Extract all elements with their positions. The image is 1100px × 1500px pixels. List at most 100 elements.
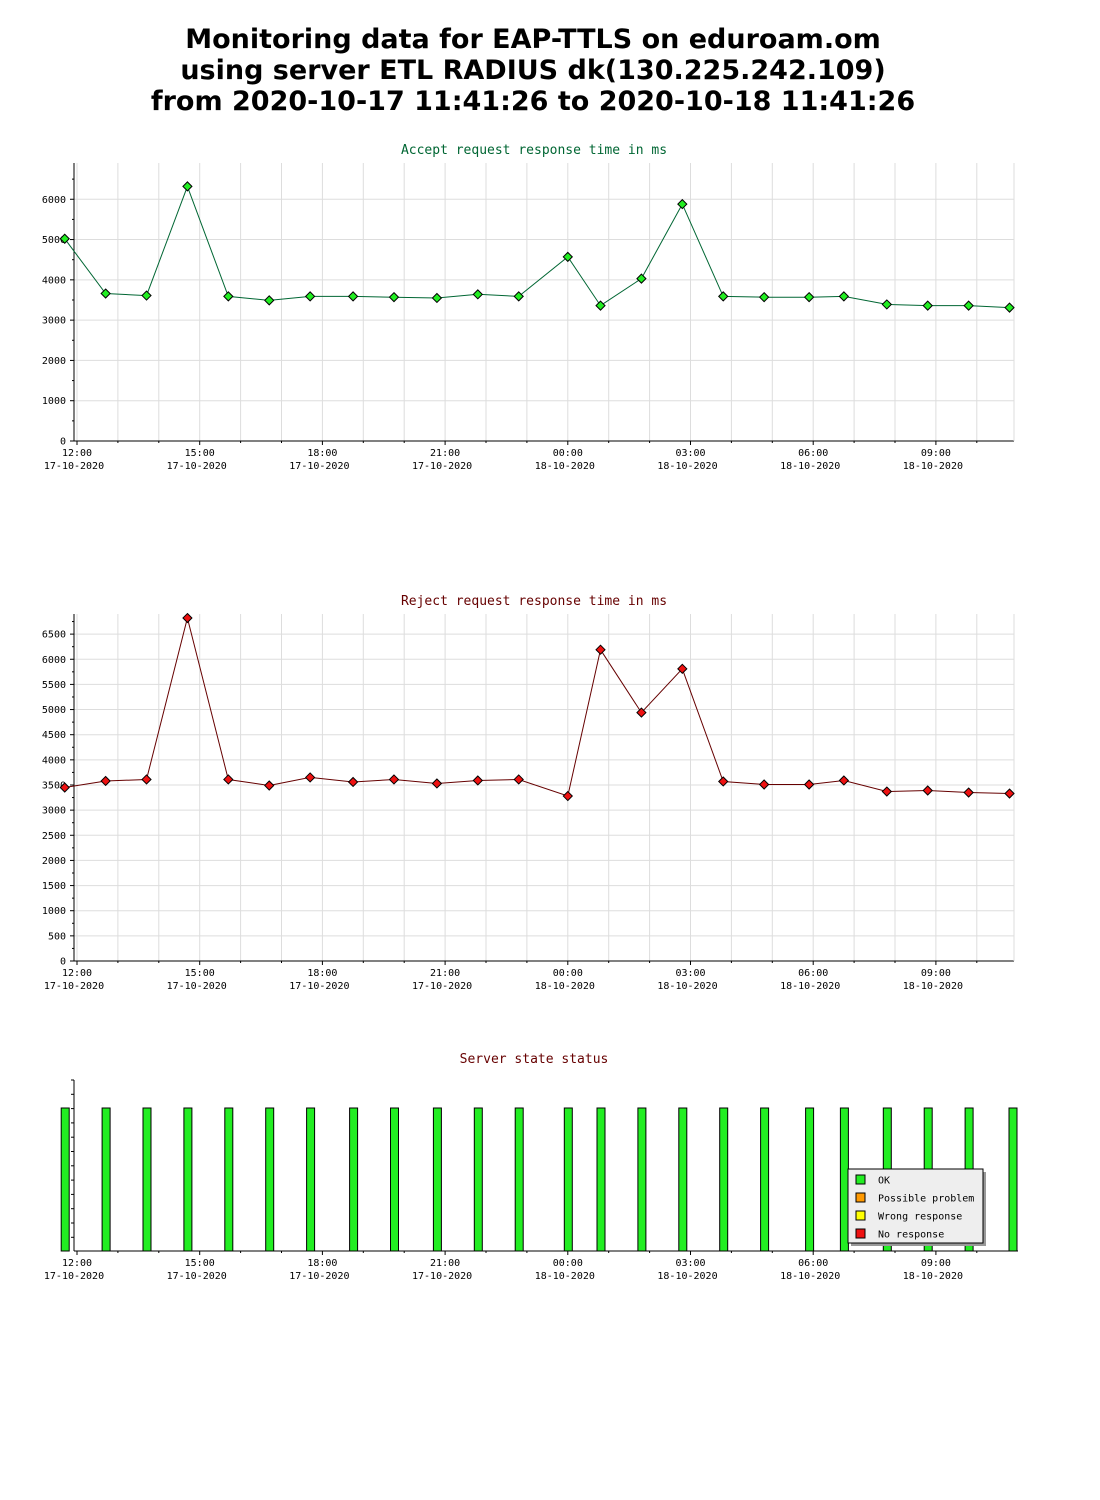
status-bar [805, 1107, 815, 1252]
data-point [758, 779, 770, 790]
y-tick-label: 1000 [42, 396, 66, 407]
legend-box [847, 1168, 984, 1244]
x-tick-date-label: 17-10-2020 [44, 981, 104, 992]
x-tick-date-label: 17-10-2020 [167, 461, 227, 472]
status-bar [596, 1107, 606, 1252]
x-tick-time-label: 15:00 [185, 448, 215, 459]
x-tick-date-label: 17-10-2020 [289, 1271, 349, 1282]
status-bar [760, 1107, 770, 1252]
x-tick-time-label: 18:00 [307, 1258, 337, 1269]
data-point [223, 291, 234, 302]
data-point [718, 776, 729, 787]
legend-swatch [855, 1210, 866, 1221]
y-tick-label: 2000 [42, 356, 66, 367]
x-tick-date-label: 17-10-2020 [412, 1271, 472, 1282]
x-tick-time-label: 06:00 [798, 1258, 828, 1269]
x-tick-date-label: 18-10-2020 [535, 981, 595, 992]
chart-status: Server state status 12:00 17-10-2020 15:00 1… [44, 1052, 1018, 1282]
chart-title: Accept request response time in ms [401, 143, 667, 158]
data-point [182, 612, 193, 624]
series-line [64, 184, 1010, 309]
y-tick-label: 0 [60, 957, 66, 968]
x-tick-time-label: 15:00 [185, 968, 215, 979]
status-bar [473, 1107, 483, 1252]
data-point [922, 300, 933, 311]
data-point [472, 775, 484, 786]
x-tick-time-label: 21:00 [430, 968, 460, 979]
legend-swatch [855, 1174, 866, 1185]
data-point [304, 291, 316, 302]
y-tick-label: 3500 [42, 780, 66, 791]
data-point [562, 790, 574, 802]
data-point [838, 775, 850, 786]
data-point [677, 663, 688, 675]
data-point [472, 289, 484, 300]
y-tick-label: 4000 [42, 755, 66, 766]
data-point [1004, 788, 1015, 799]
x-tick-date-label: 18-10-2020 [657, 461, 717, 472]
chart-reject: Reject request response time in ms 0 500 10… [42, 594, 1015, 992]
data-point [347, 776, 359, 788]
data-point [758, 291, 770, 303]
data-point [304, 772, 316, 783]
x-tick-date-label: 17-10-2020 [167, 1271, 227, 1282]
status-bar [60, 1107, 70, 1252]
x-tick-date-label: 17-10-2020 [167, 981, 227, 992]
data-point [803, 291, 815, 303]
data-point [264, 295, 275, 306]
data-point [431, 778, 443, 789]
x-tick-date-label: 18-10-2020 [657, 981, 717, 992]
x-tick-time-label: 21:00 [430, 1258, 460, 1269]
x-tick-date-label: 18-10-2020 [535, 461, 595, 472]
x-tick-date-label: 17-10-2020 [44, 461, 104, 472]
x-tick-date-label: 18-10-2020 [535, 1271, 595, 1282]
legend-swatch [855, 1228, 866, 1239]
x-tick-time-label: 15:00 [185, 1258, 215, 1269]
title-line-1: Monitoring data for EAP-TTLS on eduroam.… [185, 24, 881, 55]
data-point [922, 785, 933, 796]
x-tick-time-label: 18:00 [307, 968, 337, 979]
data-point [431, 292, 443, 304]
title-line-3: from 2020-10-17 11:41:26 to 2020-10-18 1… [150, 86, 916, 117]
status-bar [265, 1107, 275, 1252]
status-bar [390, 1107, 399, 1252]
data-point [963, 300, 974, 311]
x-tick-time-label: 12:00 [62, 968, 92, 979]
data-point [513, 774, 524, 785]
x-tick-date-label: 18-10-2020 [780, 461, 840, 472]
data-point [388, 291, 400, 303]
x-tick-date-label: 18-10-2020 [903, 461, 963, 472]
y-tick-label: 6000 [42, 195, 66, 206]
x-tick-date-label: 18-10-2020 [780, 1271, 840, 1282]
y-tick-label: 1500 [42, 881, 66, 892]
status-bar [142, 1107, 152, 1252]
data-point [223, 774, 234, 785]
x-tick-time-label: 09:00 [921, 968, 951, 979]
data-point [636, 707, 647, 718]
y-tick-label: 1000 [42, 906, 66, 917]
x-tick-time-label: 06:00 [798, 968, 828, 979]
legend-label: OK [878, 1176, 890, 1187]
status-bar [678, 1107, 688, 1252]
x-tick-time-label: 09:00 [921, 448, 951, 459]
data-point [595, 644, 606, 655]
y-tick-label: 2000 [42, 856, 66, 867]
data-point [803, 779, 815, 790]
page-title: Monitoring data for EAP-TTLS on eduroam.… [0, 24, 1066, 117]
x-tick-time-label: 18:00 [307, 448, 337, 459]
x-tick-date-label: 18-10-2020 [780, 981, 840, 992]
data-point [59, 782, 70, 793]
y-tick-label: 4500 [42, 730, 66, 741]
y-tick-label: 3000 [42, 316, 66, 327]
status-bar [183, 1107, 193, 1252]
data-point [562, 251, 574, 263]
x-tick-time-label: 12:00 [62, 1258, 92, 1269]
data-point [388, 774, 400, 785]
y-tick-label: 5500 [42, 680, 66, 691]
data-point [677, 198, 688, 210]
legend-label: No response [878, 1230, 944, 1241]
x-tick-time-label: 03:00 [675, 968, 705, 979]
data-point [513, 291, 524, 302]
x-tick-time-label: 00:00 [553, 1258, 583, 1269]
